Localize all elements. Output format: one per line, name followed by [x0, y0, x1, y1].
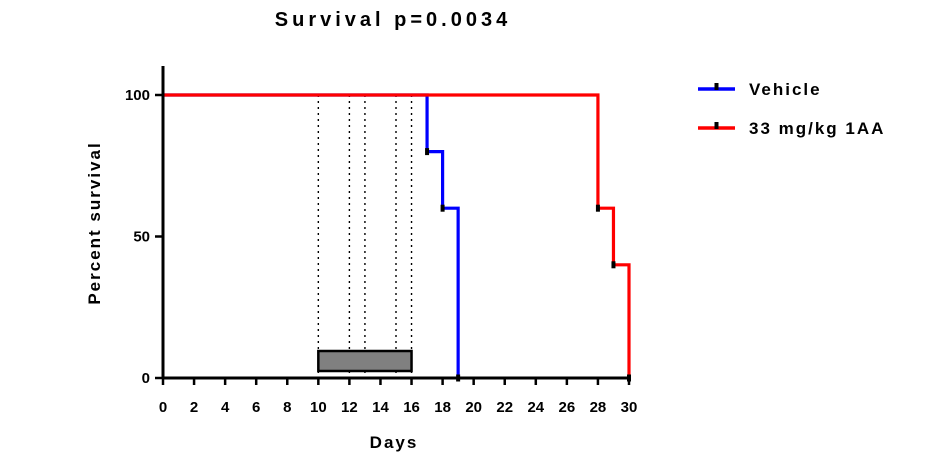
y-tick-label: 50 — [133, 229, 150, 246]
censor-tick — [595, 204, 600, 212]
x-axis-title: Days — [370, 433, 419, 452]
y-ticks: 0 50 100 — [125, 87, 163, 387]
legend-tick-icon — [714, 83, 719, 90]
x-tick-label: 22 — [496, 399, 513, 416]
x-tick-label: 8 — [283, 399, 291, 416]
x-tick-label: 6 — [252, 399, 260, 416]
x-tick-label: 24 — [527, 399, 544, 416]
x-tick-label: 10 — [310, 399, 327, 416]
x-tick-label: 20 — [465, 399, 482, 416]
x-tick-label: 14 — [372, 399, 389, 416]
x-tick-label: 0 — [159, 399, 167, 416]
legend-label-1: Vehicle — [749, 80, 822, 99]
legend: Vehicle 33 mg/kg 1AA — [698, 80, 885, 138]
x-tick-label: 4 — [221, 399, 230, 416]
x-tick-label: 2 — [190, 399, 198, 416]
x-tick-label: 12 — [341, 399, 358, 416]
y-tick-label: 0 — [142, 370, 150, 387]
series-line-2 — [163, 93, 631, 378]
series-line-1 — [163, 93, 460, 378]
x-ticks: 0 2 4 6 8 10 12 14 16 18 20 22 24 26 28 30 — [159, 378, 638, 416]
legend-label-2: 33 mg/kg 1AA — [749, 119, 885, 138]
y-tick-label: 100 — [125, 87, 150, 104]
treatment-bar — [317, 349, 413, 373]
series-layer — [163, 93, 631, 382]
x-tick-label: 26 — [559, 399, 576, 416]
x-tick-label: 18 — [434, 399, 451, 416]
censor-tick — [440, 204, 445, 212]
x-tick-label: 30 — [621, 399, 638, 416]
censor-tick — [611, 261, 616, 269]
dosing-lines — [317, 95, 413, 378]
chart-title: Survival p=0.0034 — [275, 9, 511, 31]
x-tick-label: 16 — [403, 399, 420, 416]
legend-tick-icon — [714, 122, 719, 129]
censor-tick — [425, 148, 430, 156]
y-axis-title: Percent survival — [85, 141, 104, 304]
x-tick-label: 28 — [590, 399, 607, 416]
